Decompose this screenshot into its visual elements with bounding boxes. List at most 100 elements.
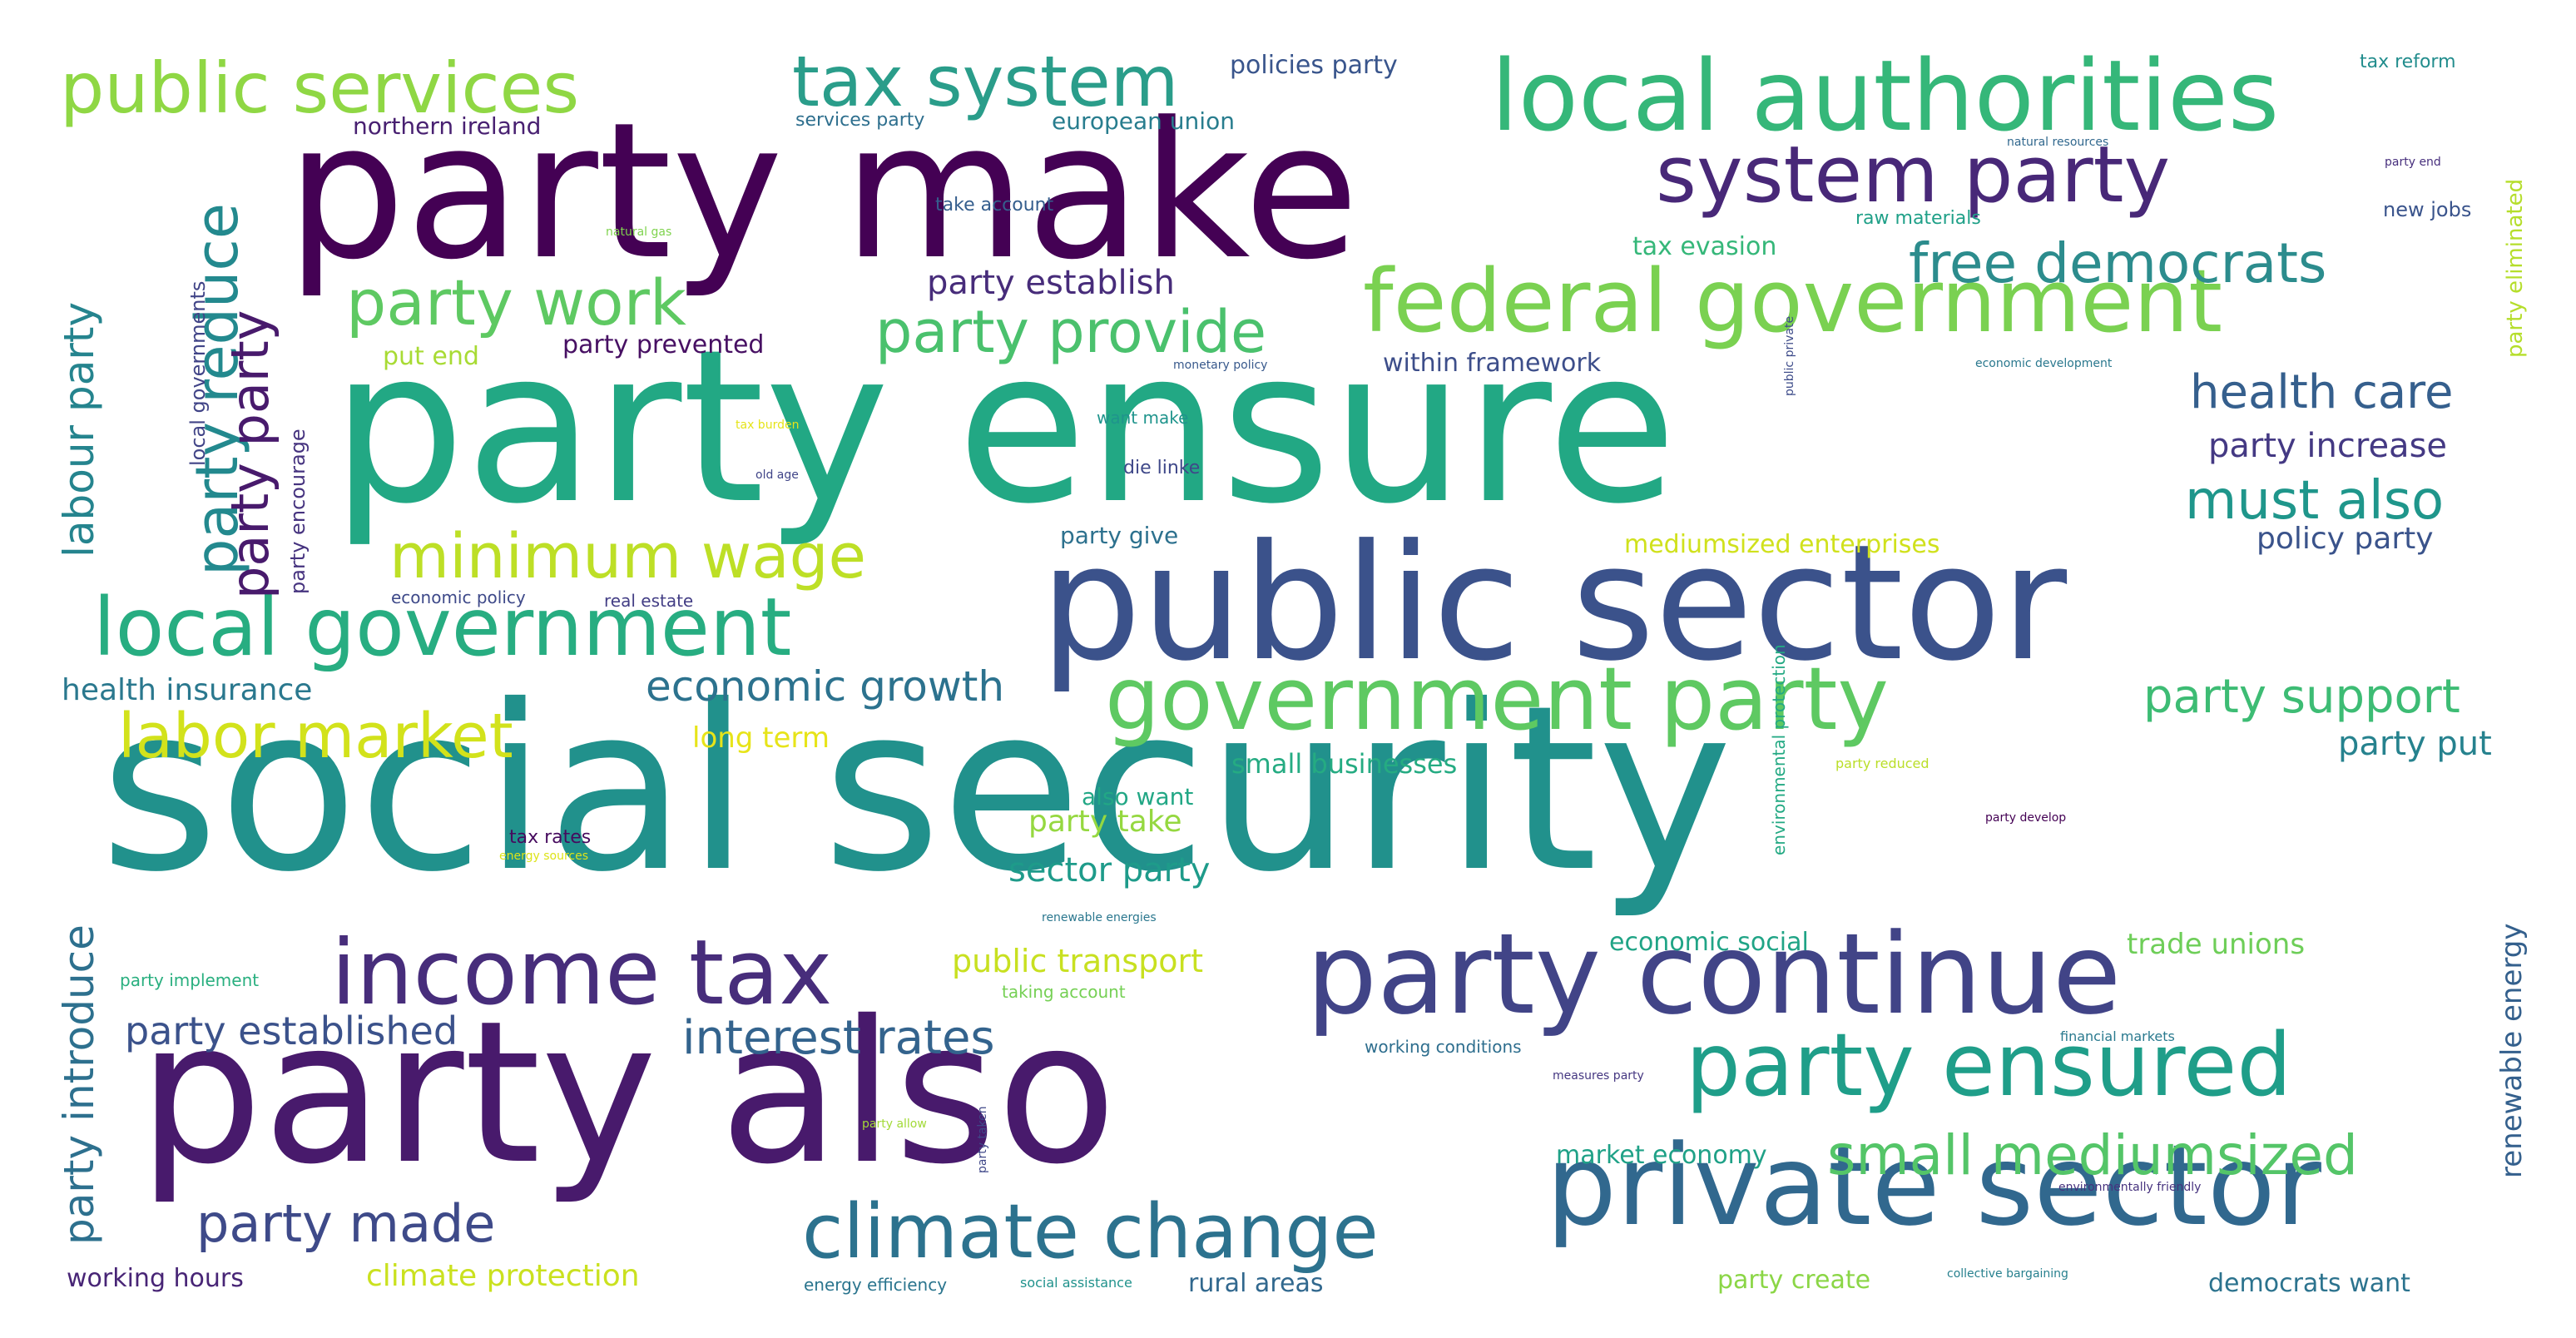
word-party-establish: party establish	[927, 264, 1175, 302]
word-party-eliminated: party eliminated	[2503, 178, 2528, 358]
word-party-established: party established	[125, 1008, 458, 1053]
word-policy-party: policy party	[2256, 522, 2434, 556]
word-tax-system: tax system	[792, 41, 1179, 122]
word-minimum-wage: minimum wage	[389, 521, 867, 592]
word-party-develop: party develop	[1985, 811, 2067, 825]
word-market-economy: market economy	[1556, 1141, 1767, 1170]
word-party-give: party give	[1060, 522, 1179, 549]
word-real-estate: real estate	[604, 591, 694, 611]
word-government-party: government party	[1105, 648, 1889, 750]
word-party-made: party made	[196, 1193, 496, 1254]
word-monetary-policy: monetary policy	[1173, 359, 1268, 372]
word-party-implement: party implement	[120, 970, 260, 990]
word-party-ensure: party ensure	[331, 304, 1677, 550]
word-party-encourage: party encourage	[286, 429, 310, 594]
word-economic-growth: economic growth	[646, 662, 1005, 711]
word-labour-party: labour party	[55, 301, 103, 558]
word-small-businesses: small businesses	[1231, 748, 1458, 780]
word-health-insurance: health insurance	[62, 673, 313, 707]
word-must-also: must also	[2185, 470, 2445, 532]
word-energy-sources: energy sources	[499, 850, 589, 863]
word-take-account: take account	[935, 195, 1054, 216]
word-old-age: old age	[755, 468, 799, 482]
word-party-reduced: party reduced	[1835, 756, 1930, 771]
word-local-government: local government	[93, 581, 792, 674]
word-public-private: public private	[1783, 315, 1796, 396]
word-financial-markets: financial markets	[2060, 1028, 2175, 1044]
word-party-make: party make	[286, 82, 1360, 301]
word-party-support: party support	[2143, 670, 2460, 724]
word-interest-rates: interest rates	[682, 1011, 995, 1065]
word-party-continue: party continue	[1306, 909, 2122, 1039]
word-party-party: party party	[220, 310, 280, 599]
word-mediumsized-enterprises: mediumsized enterprises	[1624, 530, 1940, 559]
word-democrats-want: democrats want	[2208, 1269, 2410, 1298]
word-tax-reform: tax reform	[2360, 52, 2456, 72]
word-climate-protection: climate protection	[366, 1259, 640, 1293]
word-party-provide: party provide	[875, 298, 1267, 366]
word-energy-efficiency: energy efficiency	[804, 1275, 948, 1295]
word-party-create: party create	[1717, 1266, 1871, 1295]
word-policies-party: policies party	[1230, 51, 1398, 80]
word-northern-ireland: northern ireland	[353, 112, 542, 140]
word-new-jobs: new jobs	[2383, 198, 2472, 221]
word-raw-materials: raw materials	[1855, 208, 1981, 229]
word-local-authorities: local authorities	[1491, 38, 2280, 153]
word-put-end: put end	[383, 342, 479, 371]
word-party-put: party put	[2338, 725, 2492, 763]
word-system-party: system party	[1656, 130, 2171, 221]
word-party-allow: party allow	[862, 1117, 927, 1131]
word-taking-account: taking account	[1002, 982, 1126, 1002]
word-trade-unions: trade unions	[2127, 928, 2306, 961]
word-income-tax: income tax	[331, 921, 833, 1025]
word-services-party: services party	[795, 110, 925, 131]
word-party-ensured: party ensured	[1686, 1014, 2292, 1116]
word-climate-change: climate change	[802, 1188, 1379, 1276]
word-natural-resources: natural resources	[2007, 136, 2109, 149]
word-local-governments: local governments	[186, 280, 210, 466]
word-party-take: party take	[1028, 805, 1182, 839]
word-party-prevented: party prevented	[562, 330, 765, 359]
word-working-conditions: working conditions	[1365, 1037, 1522, 1057]
word-economic-policy: economic policy	[391, 587, 526, 607]
word-want-make: want make	[1097, 408, 1189, 428]
word-environmental-protection: environmental protection	[1769, 644, 1789, 855]
word-tax-rates: tax rates	[509, 827, 592, 848]
word-free-democrats: free democrats	[1909, 231, 2327, 295]
word-european-union: european union	[1052, 107, 1235, 135]
word-social-security: social security	[100, 657, 1733, 922]
word-economic-development: economic development	[1975, 357, 2113, 370]
word-party-work: party work	[346, 265, 686, 339]
word-renewable-energies: renewable energies	[1042, 911, 1157, 924]
word-tax-burden: tax burden	[736, 419, 800, 432]
word-rural-areas: rural areas	[1188, 1269, 1324, 1298]
word-party-introduce: party introduce	[55, 924, 103, 1245]
word-labor-market: labor market	[118, 701, 513, 772]
word-party-increase: party increase	[2208, 427, 2448, 465]
word-tax-evasion: tax evasion	[1632, 232, 1777, 261]
word-natural-gas: natural gas	[606, 225, 672, 239]
word-public-transport: public transport	[952, 943, 1203, 979]
word-collective-bargaining: collective bargaining	[1947, 1267, 2068, 1281]
word-party-taken: party taken	[976, 1106, 989, 1173]
word-party-end: party end	[2385, 156, 2441, 169]
word-small-mediumsized: small mediumsized	[1827, 1123, 2358, 1187]
word-social-assistance: social assistance	[1020, 1275, 1132, 1291]
word-also-want: also want	[1082, 783, 1194, 810]
word-measures-party: measures party	[1553, 1069, 1644, 1083]
word-within-framework: within framework	[1383, 349, 1602, 378]
word-private-sector: private sector	[1546, 1121, 2321, 1251]
word-sector-party: sector party	[1008, 851, 1211, 890]
word-long-term: long term	[692, 721, 830, 755]
word-health-care: health care	[2190, 365, 2454, 419]
word-party-also: party also	[138, 979, 1117, 1207]
word-environmentally-friendly: environmentally friendly	[2058, 1181, 2202, 1194]
word-public-services: public services	[60, 47, 580, 129]
word-federal-government: federal government	[1363, 250, 2223, 352]
word-die-linke: die linke	[1123, 458, 1201, 478]
word-working-hours: working hours	[67, 1264, 244, 1293]
word-public-sector: public sector	[1040, 511, 2068, 696]
word-renewable-energy: renewable energy	[2495, 923, 2529, 1178]
word-economic-social: economic social	[1609, 928, 1809, 957]
